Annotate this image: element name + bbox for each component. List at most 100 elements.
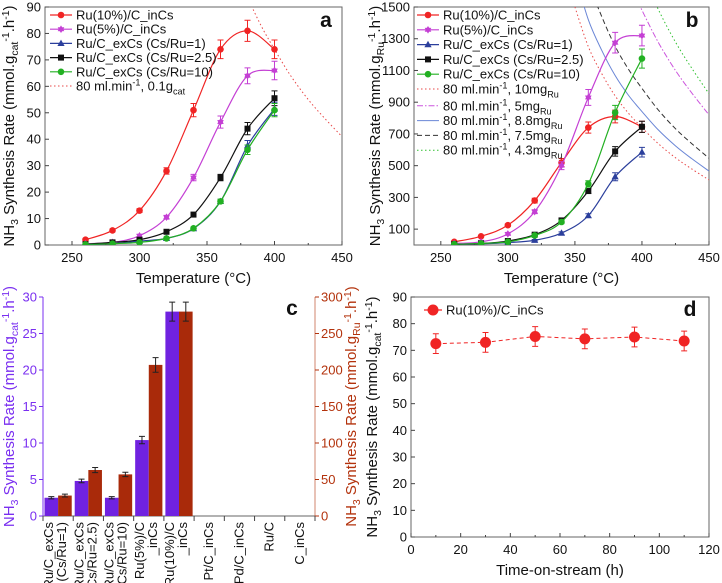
x-tick-label: 400: [631, 250, 653, 265]
bar: [135, 440, 149, 516]
category-label: (Cs/Ru=10): [115, 522, 130, 583]
y-tick-label: 0: [30, 509, 37, 524]
marker-circle: [109, 227, 116, 234]
right-y-axis-label: NH3 Synthesis Rate (mmol.gRu-1.h-1): [342, 286, 363, 527]
text-part: , 10mg: [507, 82, 547, 97]
legend-label: Ru/C_exCs (Cs/Ru=1): [76, 36, 206, 51]
marker-star: [163, 213, 170, 222]
bar: [165, 311, 179, 516]
x-tick-label: 20: [453, 542, 467, 557]
y-tick-label: 300: [388, 190, 410, 205]
text-part: ): [1, 5, 18, 10]
marker-circle: [244, 146, 251, 154]
error-bar: [122, 471, 129, 478]
legend-label: 80 ml.min-1, 10mgRu: [443, 81, 559, 100]
bar: [58, 495, 72, 516]
legend-label: 80 ml.min-1, 5mgRu: [443, 97, 552, 116]
legend-label: Ru/C_exCs (Cs/Ru=10): [76, 64, 213, 79]
marker-triangle: [611, 172, 619, 180]
y-tick-label: 25: [23, 326, 37, 341]
y-tick-label: 0: [34, 238, 41, 253]
marker-circle: [136, 207, 143, 214]
category-label: Pd/C_inCs: [231, 522, 246, 583]
bar: [44, 497, 59, 516]
category-label: Ru/C_exCs: [102, 522, 117, 583]
legend-label: 80 ml.min-1, 8.8mgRu: [443, 112, 562, 131]
text-part: , 7.5mg: [507, 128, 550, 143]
y-right-tick-label: 250: [321, 326, 343, 341]
text-part: NH: [343, 505, 360, 527]
text-part: Ru/C_exCs (Cs/Ru=1): [76, 36, 206, 51]
panel-a: 250 300 350 400 450 0 10 20 30 40 50 60 70 80 90 Temper…: [0, 0, 353, 287]
marker-circle: [163, 235, 170, 242]
text-part: 3: [9, 219, 21, 225]
legend-label: 80 ml.min-1, 7.5mgRu: [443, 127, 562, 146]
panel-c: 051015202530050100150200250300Ru/C_exCs(…: [0, 286, 363, 583]
x-tick-label: 250: [430, 250, 452, 265]
y-axis-label: NH3 Synthesis Rate (mmol.gcat-1.h-1): [0, 5, 21, 246]
text-part: -1: [342, 291, 354, 300]
text-part: Ru/C_exCs (Cs/Ru=2.5): [443, 52, 584, 67]
text-part: Synthesis Rate (mmol.g: [367, 55, 384, 218]
legend-label: Ru/C_exCs (Cs/Ru=10): [443, 67, 580, 82]
x-axis-label: Temperature (°C): [136, 270, 251, 287]
category-label: (Cs/Ru=1): [54, 522, 69, 582]
text-part: , 8.8mg: [507, 113, 550, 128]
y-tick-label: 900: [388, 95, 410, 110]
legend-label: Ru/C_exCs (Cs/Ru=2.5): [443, 52, 584, 67]
marker-circle: [638, 55, 646, 62]
marker-star: [424, 26, 432, 34]
marker-star: [558, 161, 565, 170]
text-part: .h: [367, 20, 384, 33]
text-part: Ru: [351, 322, 363, 336]
text-part: NH: [367, 225, 384, 247]
series-line: [85, 97, 275, 245]
category-label: (Cs/Ru=2.5): [84, 522, 99, 583]
text-part: Ru: [551, 121, 563, 131]
y-tick-label: 50: [27, 105, 41, 120]
bar: [74, 480, 89, 516]
panel-d: 0 20 40 60 80 100 120 0 10 20 30 40 50 60 70 80 90 Time-o…: [363, 290, 720, 580]
marker-circle: [57, 68, 65, 76]
text-part: -1: [363, 301, 375, 310]
marker-square: [217, 174, 224, 181]
marker-square: [163, 228, 170, 235]
text-part: Synthesis Rate (mmol.g: [343, 336, 360, 499]
y-tick-label: 80: [393, 316, 407, 331]
marker-circle: [109, 240, 116, 245]
error-bar: [48, 496, 55, 500]
y-tick-label: 40: [27, 132, 41, 147]
marker-triangle: [57, 39, 65, 46]
category-label: _inCs: [175, 522, 190, 557]
error-bar: [108, 496, 115, 500]
series-line: [85, 30, 275, 241]
x-tick-label: 450: [331, 250, 353, 265]
reference-curve: [583, 7, 709, 172]
bar: [179, 311, 193, 516]
text-part: -1: [363, 323, 375, 332]
text-part: -1: [342, 313, 354, 322]
marker-star: [244, 71, 251, 80]
y-tick-label: 10: [393, 503, 407, 518]
y-right-tick-label: 200: [321, 363, 343, 378]
marker-circle: [531, 232, 538, 239]
panel-b: 250 300 350 400 450 100 300 500 700 900 1100 1300 15…: [366, 0, 720, 287]
marker-circle: [629, 331, 640, 343]
error-bar: [152, 357, 159, 373]
legend-label: 80 ml.min-1, 0.1gcat: [76, 78, 186, 97]
text-part: Ru/C_exCs (Cs/Ru=10): [443, 67, 580, 82]
error-bar: [169, 301, 176, 322]
x-tick-label: 300: [129, 250, 151, 265]
text-part: 80 ml.min: [443, 143, 499, 158]
marker-circle: [427, 304, 439, 316]
marker-star: [504, 230, 512, 238]
y-right-tick-label: 150: [321, 399, 343, 414]
reference-curve: [597, 7, 709, 159]
marker-circle: [163, 167, 170, 175]
error-bar: [138, 435, 145, 445]
marker-circle: [57, 11, 65, 19]
y-tick-label: 50: [393, 396, 407, 411]
y-tick-label: 30: [393, 450, 407, 465]
text-part: -1: [499, 142, 507, 152]
x-tick-label: 300: [497, 250, 519, 265]
